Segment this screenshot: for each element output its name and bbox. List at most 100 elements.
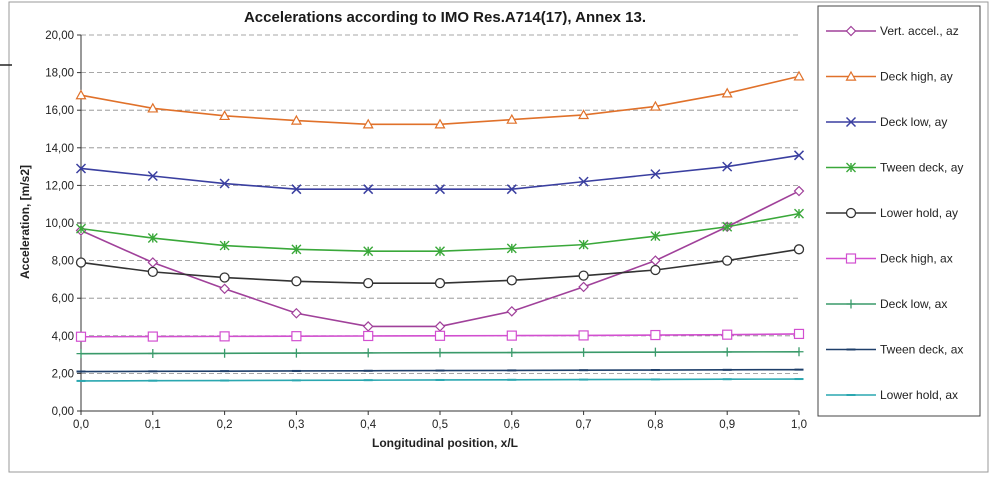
y-tick-label-4: 8,00: [52, 256, 74, 268]
x-tick-label-3: 0,3: [288, 419, 304, 431]
legend-item-3: Tween deck, ay: [826, 161, 963, 175]
series-4-point-6: [506, 275, 517, 286]
x-tick-label-9: 0,9: [719, 419, 735, 431]
series-3-point-6: [506, 243, 517, 254]
series-5-point-10: [793, 328, 805, 340]
series-2-point-0: [75, 163, 87, 174]
series-6: [76, 347, 804, 359]
series-1-point-10: [793, 70, 805, 81]
legend-box: [817, 5, 981, 417]
legend-label-0: Vert. accel., az: [880, 24, 959, 38]
x-tick-label-10: 1,0: [791, 419, 807, 431]
legend-marker-5: [845, 253, 857, 264]
legend-label-4: Lower hold, ay: [880, 206, 958, 220]
x-tick-label-0: 0,0: [73, 419, 89, 431]
series-1-point-9: [721, 87, 733, 98]
legend-item-6: Deck low, ax: [826, 297, 947, 311]
series-6-point-1: [148, 348, 158, 358]
legend-label-6: Deck low, ax: [880, 297, 947, 311]
series-5-point-8: [650, 329, 661, 341]
legend-marker-1: [845, 70, 857, 81]
series-2: [75, 150, 805, 195]
series-1-point-1: [147, 102, 159, 113]
series-4-point-10: [793, 244, 805, 255]
series-3-point-2: [219, 240, 230, 251]
legend-item-5: Deck high, ax: [826, 252, 953, 266]
series-5-point-1: [147, 331, 158, 342]
series-5-point-2: [219, 331, 230, 342]
series-5-point-5: [434, 330, 446, 341]
legend: Vert. accel., az Deck high, ay Deck low, a…: [826, 24, 963, 402]
x-tick-label-2: 0,2: [217, 419, 233, 431]
series-3-point-3: [291, 244, 302, 255]
series-4-point-0: [75, 257, 87, 268]
series-0-point-2: [219, 283, 230, 295]
chart-title: Accelerations according to IMO Res.A714(…: [244, 9, 646, 26]
series-5-point-6: [506, 330, 517, 341]
series-3-point-7: [578, 239, 589, 250]
series-0-point-6: [506, 306, 518, 317]
x-tick-label-5: 0,5: [432, 419, 448, 431]
y-tick-label-6: 12,00: [45, 180, 74, 192]
series-1-point-8: [649, 100, 661, 111]
series-5-point-7: [578, 330, 589, 341]
series-6-point-6: [507, 348, 517, 358]
y-axis-label: Acceleration, [m/s2]: [18, 165, 32, 279]
series-1-point-6: [506, 113, 518, 124]
series-5-point-4: [363, 330, 374, 342]
y-tick-label-8: 16,00: [45, 105, 74, 117]
series-4: [75, 244, 805, 289]
legend-label-3: Tween deck, ay: [880, 161, 963, 175]
series-3-point-10: [794, 208, 804, 219]
series-6-point-2: [220, 348, 230, 358]
legend-label-1: Deck high, ay: [880, 70, 953, 84]
legend-item-0: Vert. accel., az: [826, 24, 959, 38]
y-tick-label-3: 6,00: [52, 293, 74, 305]
legend-item-7: Tween deck, ax: [826, 343, 963, 357]
legend-marker-6: [846, 299, 856, 309]
legend-label-7: Tween deck, ax: [880, 343, 963, 357]
series-5-point-9: [722, 329, 733, 340]
series-3-point-4: [363, 246, 374, 257]
legend-label-5: Deck high, ax: [880, 252, 953, 266]
legend-marker-3: [846, 162, 856, 173]
legend-label-8: Lower hold, ax: [880, 388, 958, 402]
x-tick-label-4: 0,4: [360, 419, 377, 431]
legend-item-2: Deck low, ay: [826, 115, 947, 129]
series-6-point-0: [76, 349, 86, 359]
y-tick-label-0: 0,00: [52, 406, 74, 418]
series-0-point-10: [793, 185, 805, 197]
y-tick-label-7: 14,00: [45, 143, 74, 155]
series-3-point-0: [76, 223, 86, 234]
x-tick-label-1: 0,1: [145, 419, 161, 431]
series-0-point-7: [578, 281, 589, 293]
legend-item-1: Deck high, ay: [826, 70, 953, 84]
x-tick-label-7: 0,7: [576, 419, 592, 431]
series-4-point-2: [219, 272, 230, 283]
series-4-point-1: [147, 266, 158, 278]
y-tick-label-2: 4,00: [52, 331, 74, 343]
series-6-point-9: [722, 347, 732, 357]
series-1-point-2: [219, 110, 231, 121]
y-tick-label-9: 18,00: [45, 68, 74, 80]
series-3-point-5: [435, 246, 445, 257]
series-1-point-0: [75, 89, 87, 100]
series-1-point-5: [434, 118, 446, 129]
x-tick-label-8: 0,8: [647, 419, 663, 431]
series-4-point-5: [434, 278, 446, 289]
series-2-point-1: [147, 170, 158, 182]
series-1: [75, 70, 805, 129]
series-6-point-5: [435, 348, 445, 358]
legend-marker-0: [845, 25, 857, 37]
series-4-point-8: [650, 264, 661, 276]
series-3-point-1: [147, 233, 158, 244]
series-6-point-3: [291, 348, 301, 358]
series-6-point-4: [363, 348, 373, 358]
series-lines: [75, 70, 805, 382]
legend-marker-2: [845, 116, 857, 128]
series-2-point-9: [722, 161, 733, 172]
series-2-point-4: [363, 184, 374, 195]
series-5-point-0: [75, 331, 87, 342]
series-7: [76, 368, 804, 373]
y-tick-label-5: 10,00: [45, 218, 74, 230]
